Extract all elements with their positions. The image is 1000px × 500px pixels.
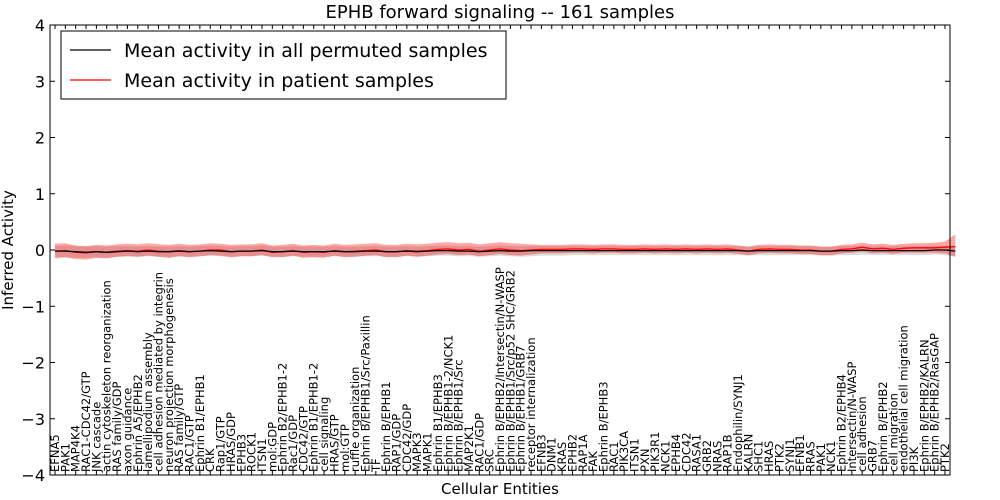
y-axis-label: Inferred Activity — [0, 190, 17, 310]
y-tick-label-7: 3 — [35, 72, 45, 91]
y-tick-label-2: −2 — [21, 354, 45, 373]
y-tick-label-5: 1 — [35, 185, 45, 204]
legend-label-patient: Mean activity in patient samples — [124, 70, 434, 92]
y-tick-label-0: −4 — [21, 466, 45, 485]
y-tick-label-3: −1 — [21, 297, 45, 316]
chart: −4−3−2−101234 EFNA5PAK1MAP4K4RAC1-CDC42/… — [0, 0, 1000, 500]
x-tick-label-86: PTK2 — [938, 443, 952, 472]
legend: Mean activity in all permuted samples Me… — [61, 31, 506, 99]
y-tick-label-1: −3 — [21, 410, 45, 429]
y-tick-label-6: 2 — [35, 129, 45, 148]
y-tick-label-8: 4 — [35, 16, 45, 35]
legend-label-permuted: Mean activity in all permuted samples — [124, 40, 487, 62]
x-axis-label: Cellular Entities — [441, 480, 559, 498]
y-tick-label-4: 0 — [35, 241, 45, 260]
chart-title: EPHB forward signaling -- 161 samples — [326, 2, 675, 23]
x-tick-label-30: Ephrin B/EPHB1/Src/Paxillin — [359, 315, 373, 472]
